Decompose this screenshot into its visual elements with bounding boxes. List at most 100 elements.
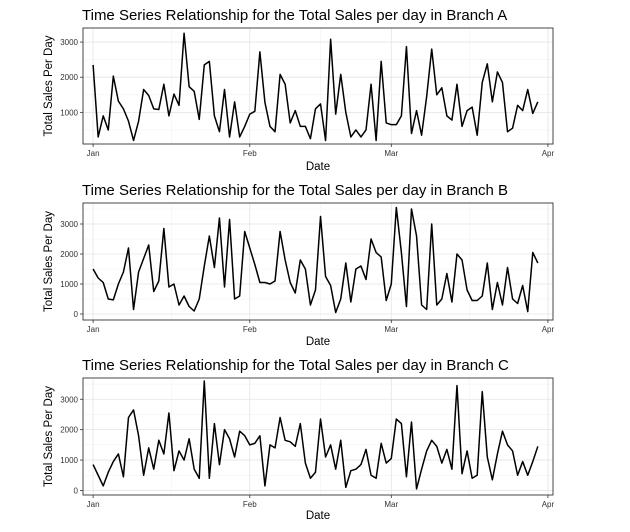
data-point: [471, 299, 473, 301]
data-point: [400, 115, 402, 117]
data-point: [178, 304, 180, 306]
data-point: [284, 439, 286, 441]
data-point: [456, 83, 458, 85]
data-point: [501, 81, 503, 83]
data-point: [117, 453, 119, 455]
data-point: [360, 463, 362, 465]
data-point: [385, 299, 387, 301]
data-point: [446, 272, 448, 274]
data-point: [451, 301, 453, 303]
data-points: [92, 206, 539, 313]
data-point: [299, 125, 301, 127]
data-point: [329, 444, 331, 446]
data-point: [274, 447, 276, 449]
data-point: [375, 251, 377, 253]
data-point: [198, 477, 200, 479]
data-point: [390, 123, 392, 125]
data-point: [254, 263, 256, 265]
data-point: [340, 439, 342, 441]
data-point: [506, 266, 508, 268]
x-tick-label: Apr: [542, 149, 555, 158]
data-point: [153, 108, 155, 110]
data-point: [107, 471, 109, 473]
data-point: [537, 445, 539, 447]
data-point: [238, 136, 240, 138]
data-point: [168, 115, 170, 117]
x-tick-label: Feb: [243, 500, 257, 509]
data-point: [476, 134, 478, 136]
data-point: [132, 308, 134, 310]
data-point: [168, 412, 170, 414]
data-point: [461, 259, 463, 261]
data-point: [496, 453, 498, 455]
x-axis-label: Date: [306, 336, 330, 348]
data-point: [97, 277, 99, 279]
x-tick-label: Feb: [243, 325, 257, 334]
data-point: [334, 311, 336, 313]
data-point: [461, 473, 463, 475]
data-point: [471, 477, 473, 479]
data-point: [350, 469, 352, 471]
series-line: [92, 380, 539, 490]
data-point: [436, 304, 438, 306]
data-point: [163, 453, 165, 455]
data-point: [238, 430, 240, 432]
data-point: [279, 416, 281, 418]
gridlines: [83, 28, 553, 144]
data-point: [506, 444, 508, 446]
data-point: [537, 262, 539, 264]
data-point: [279, 73, 281, 75]
data-point: [188, 86, 190, 88]
data-point: [264, 485, 266, 487]
data-point: [158, 280, 160, 282]
data-point: [380, 442, 382, 444]
data-point: [304, 125, 306, 127]
data-point: [228, 438, 230, 440]
data-point: [436, 445, 438, 447]
x-axis-label: Date: [306, 161, 330, 173]
data-point: [370, 474, 372, 476]
data-point: [385, 462, 387, 464]
data-point: [178, 104, 180, 106]
data-point: [97, 136, 99, 138]
data-point: [127, 416, 129, 418]
data-point: [122, 476, 124, 478]
data-point: [355, 268, 357, 270]
data-point: [390, 283, 392, 285]
data-point: [319, 215, 321, 217]
data-point: [380, 256, 382, 258]
data-point: [249, 444, 251, 446]
data-point: [511, 127, 513, 129]
data-points: [92, 32, 539, 142]
data-point: [122, 271, 124, 273]
data-point: [279, 230, 281, 232]
data-point: [400, 251, 402, 253]
data-point: [274, 280, 276, 282]
data-point: [183, 459, 185, 461]
data-point: [203, 64, 205, 66]
data-point: [456, 384, 458, 386]
data-point: [319, 418, 321, 420]
data-point: [188, 305, 190, 307]
data-point: [420, 134, 422, 136]
data-point: [153, 468, 155, 470]
data-point: [506, 131, 508, 133]
data-point: [324, 456, 326, 458]
y-tick-label: 2000: [60, 250, 78, 259]
x-axis-label: Date: [306, 510, 330, 522]
data-point: [102, 115, 104, 117]
data-point: [324, 275, 326, 277]
data-point: [355, 468, 357, 470]
data-point: [410, 132, 412, 134]
data-point: [436, 94, 438, 96]
data-point: [446, 448, 448, 450]
data-point: [193, 310, 195, 312]
data-point: [400, 422, 402, 424]
data-point: [218, 131, 220, 133]
data-point: [259, 51, 261, 53]
data-point: [527, 88, 529, 90]
panel-border: [82, 202, 554, 321]
data-point: [163, 83, 165, 85]
y-tick-label: 3000: [60, 220, 78, 229]
data-point: [345, 111, 347, 113]
